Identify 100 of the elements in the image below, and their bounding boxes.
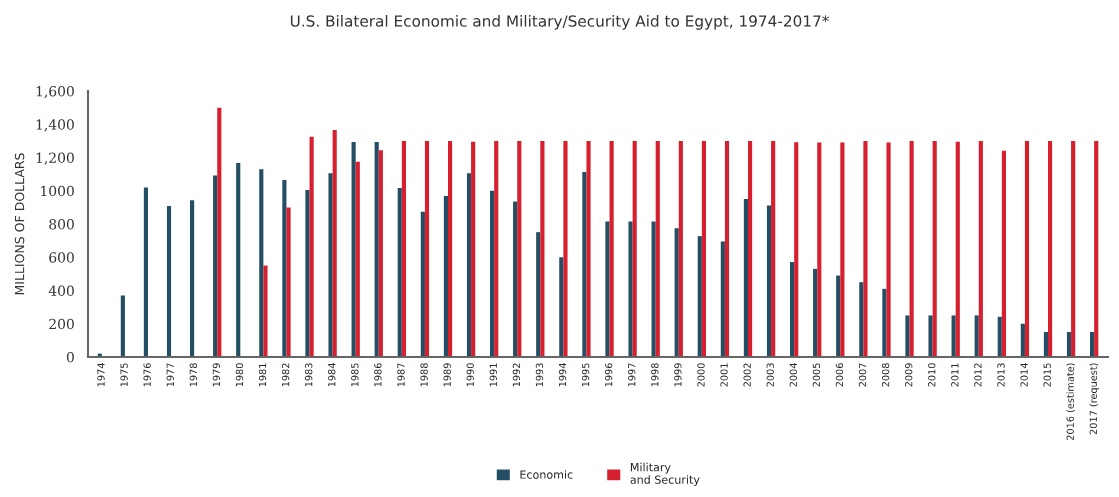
x-tick-label: 1984 <box>328 363 336 387</box>
bar <box>559 257 564 357</box>
bar <box>609 140 614 357</box>
bar <box>513 201 518 357</box>
bar <box>355 161 360 357</box>
bar <box>397 188 402 357</box>
x-tick-label: 2001 <box>720 363 728 387</box>
x-tick-label: 1976 <box>143 363 151 387</box>
bar <box>840 142 845 357</box>
x-tick-label: 1988 <box>420 363 428 387</box>
bar <box>351 142 356 357</box>
x-tick-label: 2017 (request) <box>1089 363 1099 435</box>
legend-label: Economic <box>520 470 573 479</box>
bar <box>863 140 868 357</box>
bar <box>978 140 983 357</box>
bar <box>424 140 430 357</box>
bar <box>259 169 264 357</box>
bar <box>217 107 222 357</box>
x-tick-label: 1974 <box>97 363 105 387</box>
x-tick-label: 2014 <box>1020 363 1028 387</box>
bar <box>1090 332 1095 357</box>
y-tick-label: 1,600 <box>36 85 74 99</box>
bar <box>701 140 706 357</box>
bar <box>882 288 887 357</box>
bar <box>401 140 406 357</box>
bar <box>674 228 679 357</box>
bar <box>420 211 425 357</box>
x-tick-label: 1982 <box>281 363 290 387</box>
bar <box>143 187 148 357</box>
bar <box>1001 150 1006 357</box>
x-tick-label: 1999 <box>674 363 682 387</box>
chart-title: U.S. Bilateral Economic and Military/Security Aid to Egypt, 1974-2017* <box>290 14 829 30</box>
x-tick-label: 2004 <box>789 363 797 387</box>
bar <box>1043 332 1048 357</box>
bar <box>836 275 841 357</box>
x-tick-label: 1975 <box>120 363 128 387</box>
bar <box>466 173 472 357</box>
bar <box>859 282 864 357</box>
bar <box>236 162 241 357</box>
x-tick-label: 1985 <box>351 363 359 387</box>
bar <box>766 205 772 357</box>
x-tick-label: 2012 <box>974 363 982 387</box>
legend-label: Military and Security <box>630 462 700 486</box>
x-tick-label: 1994 <box>558 363 567 387</box>
bar <box>190 200 195 357</box>
x-tick-label: 1980 <box>235 363 244 387</box>
bar <box>632 140 637 357</box>
x-tick-label: 1979 <box>212 363 221 387</box>
bar <box>955 141 960 357</box>
bar <box>586 140 591 357</box>
x-tick-label: 2009 <box>905 363 913 387</box>
y-tick-label: 200 <box>49 318 74 330</box>
bar <box>309 136 314 357</box>
x-tick-label: 2016 (estimate) <box>1066 363 1076 441</box>
x-tick-label: 1989 <box>443 363 451 387</box>
bar <box>328 173 333 357</box>
x-tick-label: 1995 <box>581 363 590 387</box>
x-tick-label: 2003 <box>766 363 774 387</box>
x-tick-label: 1977 <box>166 363 174 387</box>
bar <box>678 140 683 357</box>
x-tick-label: 1996 <box>605 363 613 387</box>
bar <box>374 142 379 357</box>
bar <box>974 315 979 357</box>
x-tick-label: 1998 <box>651 363 659 387</box>
bar <box>743 198 748 357</box>
x-tick-label: 2010 <box>928 363 936 387</box>
y-tick-label: 1,400 <box>36 119 74 132</box>
bar <box>213 175 218 357</box>
x-tick-label: 2007 <box>858 363 867 387</box>
bar <box>490 190 495 357</box>
x-tick-label: 2005 <box>812 363 821 387</box>
bar <box>1024 140 1030 357</box>
bar <box>536 232 541 357</box>
bar <box>378 150 383 357</box>
y-tick-label: 1,200 <box>36 152 74 165</box>
bar <box>909 140 914 357</box>
y-tick-label: 0 <box>66 351 74 363</box>
bar <box>951 315 956 357</box>
bar <box>120 295 125 357</box>
bar <box>886 142 891 357</box>
bar <box>332 129 337 357</box>
bar <box>471 141 476 357</box>
bar <box>932 140 937 357</box>
bar <box>540 140 545 357</box>
bar <box>563 140 568 357</box>
bar <box>628 221 633 357</box>
x-tick-label: 2013 <box>997 363 1005 387</box>
x-tick-label: 1997 <box>628 363 636 387</box>
x-tick-label: 1981 <box>258 363 267 387</box>
bar <box>1071 140 1076 357</box>
y-tick-label: 1000 <box>41 185 74 197</box>
x-tick-label: 1993 <box>535 363 544 387</box>
bar <box>651 221 656 357</box>
x-tick-label: 1991 <box>489 363 497 387</box>
bar <box>1094 140 1099 357</box>
bar <box>605 221 610 357</box>
bar <box>494 140 499 357</box>
bar <box>817 142 822 357</box>
bar <box>1020 323 1025 357</box>
bar <box>443 196 448 357</box>
